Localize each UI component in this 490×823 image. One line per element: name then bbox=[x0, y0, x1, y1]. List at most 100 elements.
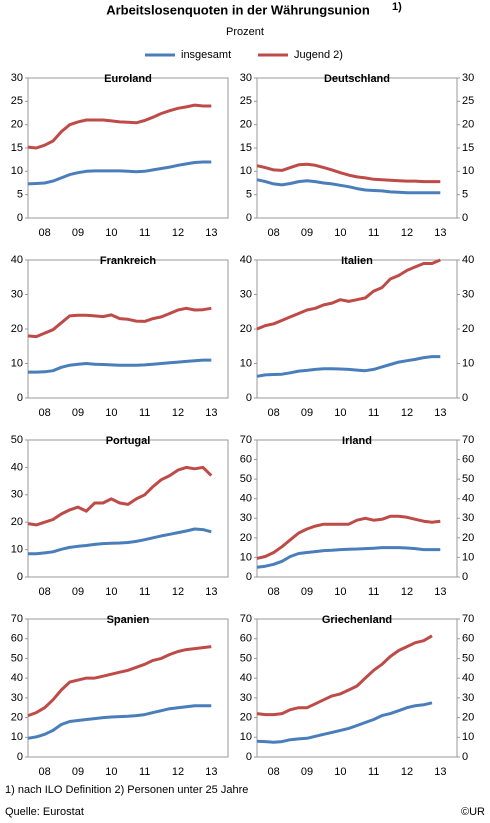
series-line bbox=[27, 704, 212, 740]
y-tick-label: 30 bbox=[11, 72, 23, 84]
y2-tick-label: 0 bbox=[462, 212, 468, 224]
y-tick-label: 20 bbox=[240, 532, 252, 544]
series-line bbox=[256, 178, 441, 195]
y2-tick-label: 10 bbox=[462, 165, 474, 177]
y2-tick-label: 25 bbox=[462, 95, 474, 107]
y-tick-label: 20 bbox=[11, 323, 23, 335]
y-tick-label: 0 bbox=[246, 212, 252, 224]
plot-frame bbox=[27, 439, 229, 578]
y2-tick-label: 40 bbox=[462, 672, 474, 684]
series-line bbox=[27, 465, 213, 527]
y-tick-label: 25 bbox=[240, 95, 252, 107]
y-tick-label: 10 bbox=[11, 357, 23, 369]
x-tick-label: 10 bbox=[105, 766, 117, 778]
x-tick-label: 12 bbox=[172, 766, 184, 778]
y2-tick-label: 20 bbox=[462, 711, 474, 723]
x-tick-label: 13 bbox=[205, 407, 217, 419]
y2-tick-label: 50 bbox=[462, 473, 474, 485]
x-tick-label: 10 bbox=[334, 586, 346, 598]
x-tick-label: 11 bbox=[139, 586, 150, 598]
x-tick-label: 12 bbox=[401, 586, 413, 598]
x-tick-label: 09 bbox=[72, 227, 84, 239]
plot-frame bbox=[256, 618, 458, 758]
y-tick-label: 60 bbox=[240, 453, 252, 465]
y-tick-label: 30 bbox=[11, 288, 23, 300]
subtitle: Prozent bbox=[226, 26, 264, 38]
x-tick-label: 11 bbox=[368, 227, 379, 239]
y-tick-label: 20 bbox=[240, 711, 252, 723]
y-tick-label: 10 bbox=[240, 165, 252, 177]
y-tick-label: 20 bbox=[240, 323, 252, 335]
y-tick-label: 60 bbox=[11, 633, 23, 645]
y-tick-label: 0 bbox=[17, 212, 23, 224]
y-tick-label: 70 bbox=[11, 613, 23, 625]
y-tick-label: 40 bbox=[240, 493, 252, 505]
y-tick-label: 60 bbox=[240, 633, 252, 645]
y-tick-label: 40 bbox=[240, 672, 252, 684]
y-tick-label: 50 bbox=[240, 652, 252, 664]
y2-tick-label: 30 bbox=[462, 512, 474, 524]
series-line bbox=[256, 355, 441, 378]
y2-tick-label: 40 bbox=[462, 493, 474, 505]
series-line bbox=[27, 306, 212, 339]
panel-title: Portugal bbox=[106, 435, 151, 447]
x-tick-label: 12 bbox=[172, 407, 184, 419]
y-tick-label: 40 bbox=[11, 254, 23, 266]
x-tick-label: 12 bbox=[401, 227, 413, 239]
y2-tick-label: 0 bbox=[462, 751, 468, 763]
y2-tick-label: 20 bbox=[462, 532, 474, 544]
y-tick-label: 70 bbox=[240, 613, 252, 625]
series-line bbox=[256, 514, 441, 560]
y-tick-label: 70 bbox=[240, 434, 252, 446]
x-tick-label: 13 bbox=[434, 407, 446, 419]
x-tick-label: 09 bbox=[301, 766, 313, 778]
y2-tick-label: 20 bbox=[462, 323, 474, 335]
panel-title: Italien bbox=[341, 255, 373, 267]
y-tick-label: 0 bbox=[246, 751, 252, 763]
y2-tick-label: 5 bbox=[462, 189, 468, 201]
x-tick-label: 08 bbox=[39, 766, 51, 778]
x-tick-label: 09 bbox=[301, 227, 313, 239]
y-tick-label: 30 bbox=[11, 692, 23, 704]
y-tick-label: 25 bbox=[11, 95, 23, 107]
x-tick-label: 11 bbox=[368, 407, 379, 419]
panel-title: Euroland bbox=[104, 73, 152, 85]
legend-label: insgesamt bbox=[181, 49, 231, 61]
x-tick-label: 08 bbox=[268, 766, 280, 778]
title-note: 1) bbox=[392, 1, 402, 13]
panel-title: Frankreich bbox=[100, 255, 157, 267]
x-tick-label: 11 bbox=[139, 407, 150, 419]
plot-frame bbox=[27, 77, 229, 219]
x-tick-label: 11 bbox=[139, 227, 150, 239]
x-tick-label: 13 bbox=[434, 227, 446, 239]
x-tick-label: 09 bbox=[301, 407, 313, 419]
x-tick-label: 08 bbox=[268, 586, 280, 598]
panel-title: Griechenland bbox=[322, 614, 392, 626]
y2-tick-label: 60 bbox=[462, 453, 474, 465]
y-tick-label: 30 bbox=[11, 489, 23, 501]
y-tick-label: 40 bbox=[11, 672, 23, 684]
plot-frame bbox=[27, 259, 229, 399]
y2-tick-label: 0 bbox=[462, 392, 468, 404]
x-tick-label: 12 bbox=[172, 227, 184, 239]
y-tick-label: 50 bbox=[11, 652, 23, 664]
series-line bbox=[256, 162, 441, 184]
y-tick-label: 10 bbox=[11, 544, 23, 556]
y-tick-label: 30 bbox=[240, 72, 252, 84]
x-tick-label: 11 bbox=[368, 586, 379, 598]
plot-frame bbox=[256, 439, 458, 578]
plot-frame bbox=[256, 259, 458, 399]
y-tick-label: 0 bbox=[246, 392, 252, 404]
footnote: 1) nach ILO Definition 2) Personen unter… bbox=[5, 784, 248, 796]
y-tick-label: 15 bbox=[240, 142, 252, 154]
y-tick-label: 40 bbox=[11, 461, 23, 473]
y-tick-label: 50 bbox=[240, 473, 252, 485]
y2-tick-label: 30 bbox=[462, 72, 474, 84]
x-tick-label: 08 bbox=[268, 407, 280, 419]
series-line bbox=[28, 527, 212, 556]
x-tick-label: 10 bbox=[334, 407, 346, 419]
y-tick-label: 30 bbox=[240, 692, 252, 704]
y2-tick-label: 60 bbox=[462, 633, 474, 645]
series-line bbox=[256, 258, 441, 331]
